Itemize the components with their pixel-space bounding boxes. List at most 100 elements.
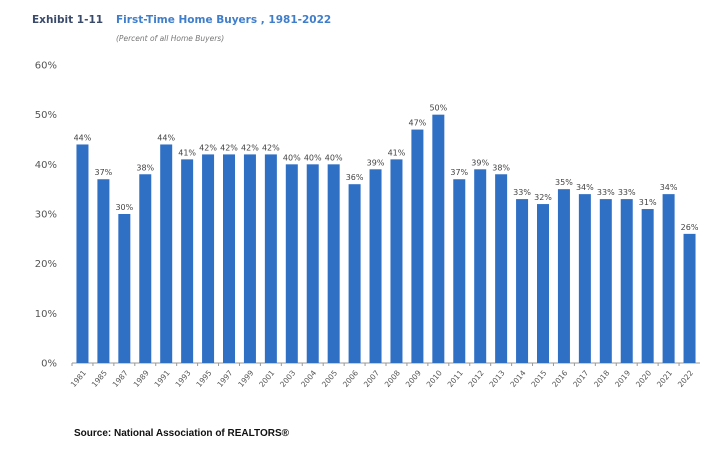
x-tick-label: 2019: [613, 368, 632, 389]
data-label: 34%: [576, 183, 594, 192]
data-label: 38%: [136, 163, 154, 172]
x-tick-label: 1999: [236, 368, 255, 389]
bar: [432, 114, 445, 364]
bar: [620, 199, 633, 363]
y-tick-label: 60%: [35, 61, 57, 72]
bar: [369, 169, 382, 363]
data-label: 44%: [74, 133, 92, 142]
bar: [285, 164, 298, 363]
data-label: 40%: [283, 153, 301, 162]
data-label: 26%: [681, 223, 699, 232]
bar: [453, 179, 466, 363]
bar: [495, 174, 508, 363]
bar: [537, 204, 549, 363]
x-tick-label: 2009: [404, 368, 423, 389]
x-tick-label: 2004: [299, 368, 318, 389]
bar: [139, 174, 152, 363]
bar: [578, 194, 591, 363]
bar: [662, 194, 675, 363]
bar: [202, 154, 215, 363]
data-label: 39%: [471, 158, 489, 167]
data-label: 41%: [388, 148, 406, 157]
data-label: 40%: [304, 153, 322, 162]
x-tick-label: 1985: [90, 368, 109, 389]
data-label: 42%: [199, 143, 217, 152]
y-tick-label: 10%: [35, 309, 57, 320]
x-tick-label: 2007: [362, 368, 381, 389]
chart-title: First-Time Home Buyers , 1981-2022: [116, 14, 332, 26]
x-tick-label: 2014: [508, 368, 527, 389]
data-label: 33%: [597, 188, 615, 197]
x-tick-label: 2021: [655, 368, 674, 389]
data-label: 42%: [241, 143, 259, 152]
x-tick-label: 1995: [194, 368, 213, 389]
data-label: 34%: [660, 183, 678, 192]
bar: [411, 129, 424, 363]
y-tick-label: 40%: [35, 160, 57, 171]
bar-chart: 0% 10% 20% 30% 40% 50% 60% 44% 1981 37% 1985 30% 198…: [35, 61, 700, 389]
data-label: 39%: [367, 158, 385, 167]
x-tick-label: 2005: [320, 368, 339, 389]
bar: [76, 144, 89, 363]
data-label: 37%: [450, 168, 468, 177]
x-tick-label: 2016: [550, 368, 569, 389]
data-label: 33%: [513, 188, 531, 197]
bar: [474, 169, 487, 363]
x-tick-label: 2017: [571, 368, 590, 389]
source-note: Source: National Association of REALTORS…: [74, 428, 289, 439]
bar: [181, 159, 194, 363]
bar: [641, 209, 654, 363]
bar: [599, 199, 612, 363]
x-tick-label: 1989: [132, 368, 151, 389]
chart-subtitle: (Percent of all Home Buyers): [116, 34, 225, 43]
bar: [348, 184, 361, 363]
x-tick-label: 1991: [153, 368, 172, 389]
data-label: 41%: [178, 148, 196, 157]
bar: [160, 144, 173, 363]
x-tick-label: 2018: [592, 368, 611, 389]
bar: [516, 199, 529, 363]
x-tick-label: 2006: [341, 368, 360, 389]
data-label: 38%: [492, 163, 510, 172]
x-tick-label: 2022: [676, 368, 695, 389]
data-label: 40%: [325, 153, 343, 162]
bar: [557, 189, 570, 363]
x-tick-label: 2012: [467, 368, 486, 389]
x-tick-label: 2008: [383, 368, 402, 389]
y-tick-label: 50%: [35, 110, 57, 121]
bar: [327, 164, 340, 363]
exhibit-label: Exhibit 1-11: [32, 14, 104, 26]
data-label: 47%: [409, 119, 427, 128]
data-label: 33%: [618, 188, 636, 197]
bar: [306, 164, 319, 363]
y-tick-label: 20%: [35, 259, 57, 270]
bar: [97, 179, 110, 363]
data-label: 36%: [346, 173, 364, 182]
x-tick-label: 2003: [278, 368, 297, 389]
data-label: 42%: [262, 143, 280, 152]
data-label: 37%: [95, 168, 113, 177]
x-tick-label: 2010: [425, 368, 444, 389]
x-tick-label: 2001: [257, 368, 276, 389]
x-tick-label: 1981: [69, 368, 88, 389]
data-label: 42%: [220, 143, 238, 152]
data-label: 30%: [115, 203, 133, 212]
x-tick-label: 2011: [446, 368, 465, 389]
y-tick-label: 30%: [35, 210, 57, 221]
x-tick-label: 1997: [215, 368, 234, 389]
bar: [264, 154, 277, 363]
bar: [683, 233, 696, 363]
data-label: 32%: [534, 193, 552, 202]
data-label: 31%: [639, 198, 657, 207]
x-tick-label: 2020: [634, 368, 653, 389]
x-tick-label: 2015: [529, 368, 548, 389]
bar: [118, 214, 131, 363]
x-tick-label: 1987: [111, 368, 130, 389]
x-tick-label: 1993: [173, 368, 192, 389]
data-label: 35%: [555, 178, 573, 187]
x-tick-label: 2013: [487, 368, 506, 389]
bar: [223, 154, 235, 363]
chart-header: Exhibit 1-11 First-Time Home Buyers , 19…: [32, 14, 331, 26]
data-label: 50%: [429, 104, 447, 113]
y-tick-label: 0%: [41, 359, 57, 370]
